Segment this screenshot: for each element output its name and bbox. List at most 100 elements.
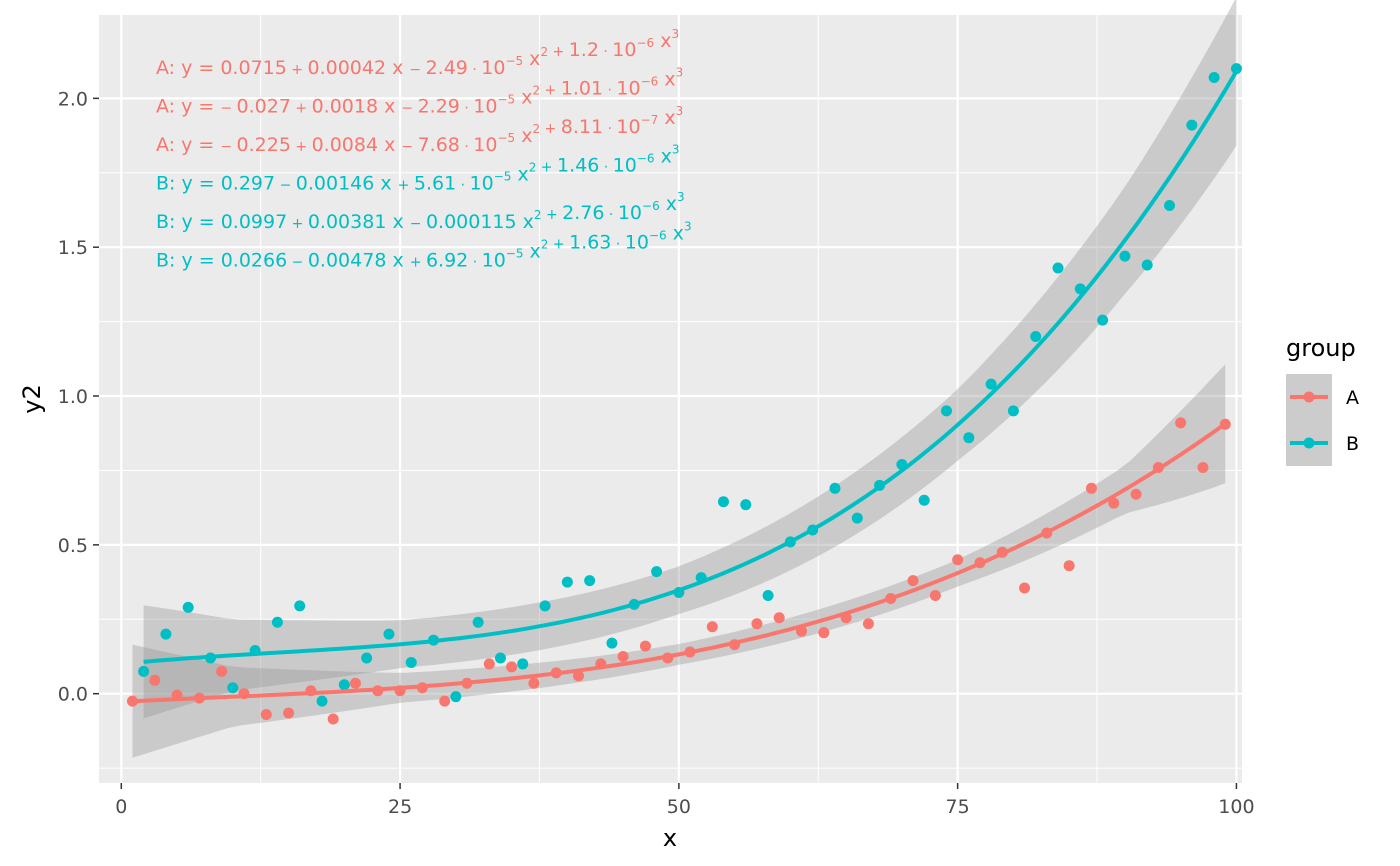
point-A xyxy=(818,627,830,639)
fit-lines xyxy=(132,70,1239,704)
point-A xyxy=(952,554,964,566)
point-B xyxy=(450,691,462,703)
point-B xyxy=(1186,119,1198,131)
point-A xyxy=(216,665,228,677)
point-A xyxy=(1019,582,1031,594)
x-tick-label: 0 xyxy=(115,796,127,818)
equation-annotations: A: y = 0.0715 + 0.00042 x − 2.49 · 10−5 … xyxy=(156,27,692,272)
ribbon-A xyxy=(132,364,1226,758)
point-B xyxy=(539,600,551,612)
point-A xyxy=(929,589,941,601)
point-B xyxy=(985,378,997,390)
equation-B: B: y = 0.0266 − 0.00478 x + 6.92 · 10−5 … xyxy=(156,220,692,272)
point-A xyxy=(1085,482,1097,494)
point-B xyxy=(517,658,529,670)
y-tick-label: 1.5 xyxy=(58,237,88,259)
point-A xyxy=(283,707,295,719)
point-A xyxy=(773,612,785,624)
point-B xyxy=(606,637,618,649)
point-B xyxy=(1007,405,1019,417)
x-tick-label: 50 xyxy=(667,796,691,818)
point-A xyxy=(639,640,651,652)
point-A xyxy=(1130,488,1142,500)
y-axis: 0.0 0.5 1.0 1.5 2.0 xyxy=(58,88,99,706)
point-B xyxy=(651,566,663,578)
point-A xyxy=(528,677,540,689)
point-A xyxy=(573,670,585,682)
point-B xyxy=(182,601,194,613)
point-A xyxy=(126,695,138,707)
point-B xyxy=(1164,200,1176,212)
point-A xyxy=(1197,461,1209,473)
point-B xyxy=(1119,250,1131,262)
equation-B: B: y = 0.297 − 0.00146 x + 5.61 · 10−5 x… xyxy=(156,143,680,195)
point-B xyxy=(740,499,752,511)
equation-A: A: y = − 0.225 + 0.0084 x − 7.68 · 10−5 … xyxy=(156,104,683,156)
point-A xyxy=(506,661,518,673)
y-tick-label: 2.0 xyxy=(58,88,88,110)
point-B xyxy=(963,432,975,444)
grid-lines xyxy=(99,15,1242,783)
scatter-points xyxy=(126,63,1242,725)
point-A xyxy=(260,709,272,721)
point-A xyxy=(907,575,919,587)
y-tick-label: 1.0 xyxy=(58,386,88,408)
point-B xyxy=(940,405,952,417)
point-A xyxy=(439,695,451,707)
legend-label-B: B xyxy=(1346,433,1359,455)
x-axis: 0 25 50 75 100 xyxy=(115,783,1255,818)
point-B xyxy=(1030,330,1042,342)
point-B xyxy=(494,652,506,664)
x-tick-label: 25 xyxy=(388,796,412,818)
point-A xyxy=(862,618,874,630)
point-B xyxy=(829,482,841,494)
point-B xyxy=(316,695,328,707)
point-B xyxy=(1052,262,1064,274)
point-B xyxy=(717,496,729,508)
legend-title: group xyxy=(1286,334,1356,362)
equation-A: A: y = 0.0715 + 0.00042 x − 2.49 · 10−5 … xyxy=(156,27,679,79)
x-tick-label: 100 xyxy=(1218,796,1254,818)
y-axis-title: y2 xyxy=(18,384,46,413)
equation-B: B: y = 0.0997 + 0.00381 x − 0.000115 x2 … xyxy=(156,190,685,233)
point-B xyxy=(561,576,573,588)
point-B xyxy=(383,628,395,640)
x-tick-label: 75 xyxy=(946,796,970,818)
point-B xyxy=(227,682,239,694)
point-B xyxy=(584,575,596,587)
point-B xyxy=(405,656,417,668)
legend-point-B xyxy=(1303,437,1315,449)
point-B xyxy=(762,589,774,601)
fit-line-A xyxy=(132,422,1227,704)
point-A xyxy=(349,677,361,689)
point-B xyxy=(271,616,283,628)
equation-A: A: y = − 0.027 + 0.0018 x − 2.29 · 10−5 … xyxy=(156,66,683,118)
legend-point-A xyxy=(1303,391,1315,403)
point-B xyxy=(361,652,373,664)
point-B xyxy=(338,679,350,691)
point-B xyxy=(472,616,484,628)
y-tick-label: 0.5 xyxy=(58,535,88,557)
point-A xyxy=(1175,417,1187,429)
point-A xyxy=(1063,560,1075,572)
point-B xyxy=(1141,259,1153,271)
x-axis-title: x xyxy=(663,824,677,852)
fit-line-B xyxy=(143,70,1239,664)
point-A xyxy=(149,674,161,686)
point-B xyxy=(1230,63,1242,75)
point-A xyxy=(706,621,718,633)
legend: group A B xyxy=(1286,334,1359,466)
point-A xyxy=(1108,497,1120,509)
legend-label-A: A xyxy=(1346,387,1359,409)
point-B xyxy=(1208,72,1220,84)
point-B xyxy=(138,665,150,677)
y-tick-label: 0.0 xyxy=(58,684,88,706)
point-B xyxy=(851,512,863,524)
point-B xyxy=(294,600,306,612)
point-B xyxy=(160,628,172,640)
point-A xyxy=(483,658,495,670)
point-A xyxy=(617,650,629,662)
point-B xyxy=(918,494,930,506)
point-B xyxy=(1097,314,1109,326)
